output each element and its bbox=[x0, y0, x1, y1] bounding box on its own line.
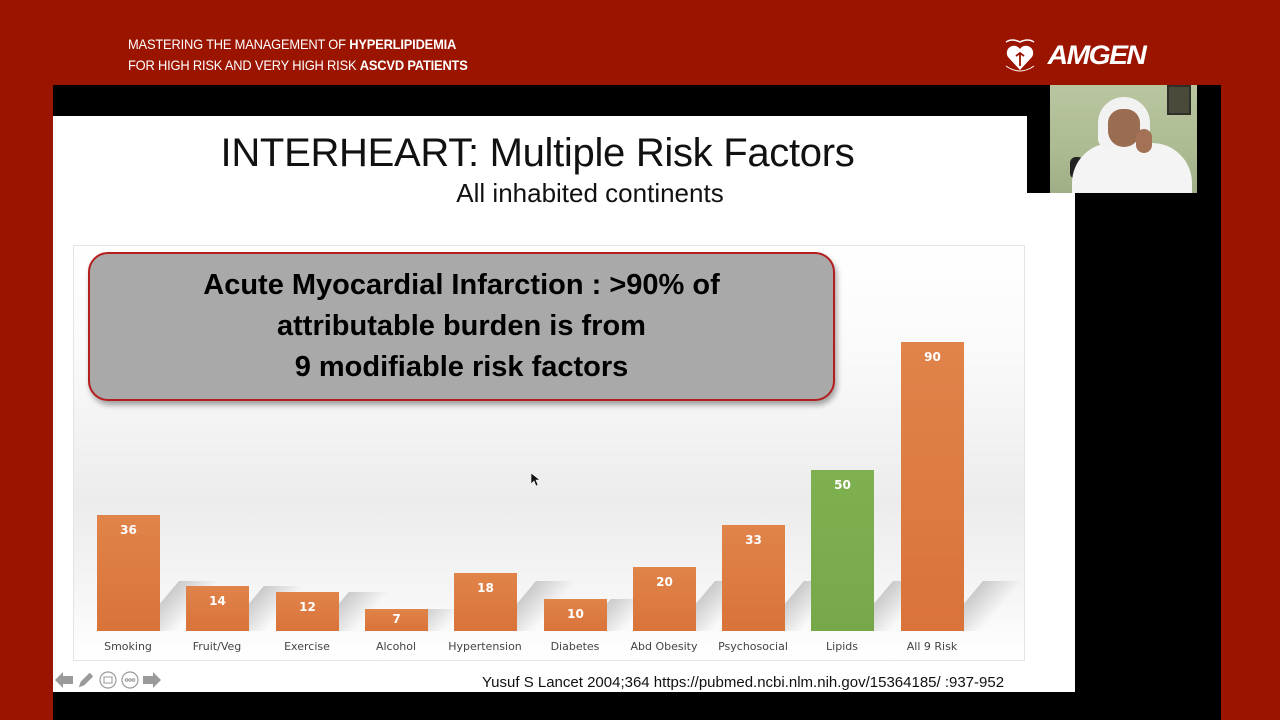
category-label: All 9 Risk bbox=[906, 640, 958, 653]
bar-hypertension: 18 bbox=[454, 573, 517, 631]
callout-line-2: attributable burden is from bbox=[277, 310, 646, 342]
bar-value-label: 36 bbox=[120, 523, 137, 537]
citation: Yusuf S Lancet 2004;364 https://pubmed.n… bbox=[482, 674, 1005, 691]
arrow-right-icon[interactable] bbox=[143, 671, 161, 689]
bar-value-label: 50 bbox=[834, 478, 851, 492]
slide-subtitle: All inhabited continents bbox=[456, 178, 724, 208]
category-label: Lipids bbox=[826, 640, 858, 653]
callout-box: Acute Myocardial Infarction : >90% of at… bbox=[88, 252, 835, 401]
category-label: Diabetes bbox=[550, 640, 600, 653]
category-label: Smoking bbox=[104, 640, 152, 653]
bar-value-label: 90 bbox=[924, 350, 941, 364]
bar-value-label: 10 bbox=[567, 607, 584, 621]
category-label: Exercise bbox=[284, 640, 330, 653]
wall-picture bbox=[1167, 85, 1191, 115]
slide-title: INTERHEART: Multiple Risk Factors bbox=[220, 131, 855, 175]
bar-all-9-risk: 90 bbox=[901, 342, 964, 631]
slides-icon[interactable] bbox=[99, 671, 117, 689]
bar-value-label: 20 bbox=[656, 575, 673, 589]
arrow-left-icon[interactable] bbox=[55, 671, 73, 689]
more-icon[interactable] bbox=[121, 671, 139, 689]
header-line1-highlight: HYPERLIPIDEMIA bbox=[349, 36, 457, 52]
sponsor-logos: AMGEN bbox=[1000, 36, 1147, 74]
presentation-header: MASTERING THE MANAGEMENT OF HYPERLIPIDEM… bbox=[128, 34, 468, 76]
header-line2-highlight: ASCVD PATIENTS bbox=[359, 57, 468, 73]
bar-psychosocial: 33 bbox=[722, 525, 785, 631]
bar-alcohol: 7 bbox=[365, 609, 428, 631]
bar-value-label: 18 bbox=[477, 581, 494, 595]
bar-smoking: 36 bbox=[97, 515, 160, 631]
category-label: Psychosocial bbox=[718, 640, 788, 653]
bar-exercise: 12 bbox=[276, 592, 339, 631]
pen-icon[interactable] bbox=[77, 671, 95, 689]
bar-value-label: 7 bbox=[392, 612, 401, 626]
slideshow-controls bbox=[55, 671, 161, 689]
category-label: Hypertension bbox=[448, 640, 522, 653]
bar-value-label: 33 bbox=[745, 533, 762, 547]
bar-abd-obesity: 20 bbox=[633, 567, 696, 631]
bar-value-label: 14 bbox=[209, 594, 226, 608]
bar-lipids: 50 bbox=[811, 470, 874, 631]
header-line1-text: MASTERING THE MANAGEMENT OF bbox=[128, 36, 350, 52]
bar-diabetes: 10 bbox=[544, 599, 607, 631]
presenter-body bbox=[1072, 143, 1192, 193]
presenter-hand bbox=[1136, 129, 1152, 153]
heart-society-logo-icon bbox=[1000, 36, 1040, 74]
webcam-backdrop bbox=[1027, 85, 1050, 193]
category-label: Fruit/Veg bbox=[192, 640, 242, 653]
callout-line-1: Acute Myocardial Infarction : >90% of bbox=[203, 269, 720, 301]
category-label: Abd Obesity bbox=[630, 640, 698, 653]
bar-value-label: 12 bbox=[299, 600, 316, 614]
presenter-face bbox=[1108, 109, 1140, 147]
presenter-webcam bbox=[1050, 85, 1197, 193]
callout-line-3: 9 modifiable risk factors bbox=[294, 351, 629, 383]
amgen-logo: AMGEN bbox=[1047, 39, 1147, 70]
header-line2-text: FOR HIGH RISK AND VERY HIGH RISK bbox=[128, 57, 360, 73]
bar-fruit-veg: 14 bbox=[186, 586, 249, 631]
category-label: Alcohol bbox=[375, 640, 417, 653]
